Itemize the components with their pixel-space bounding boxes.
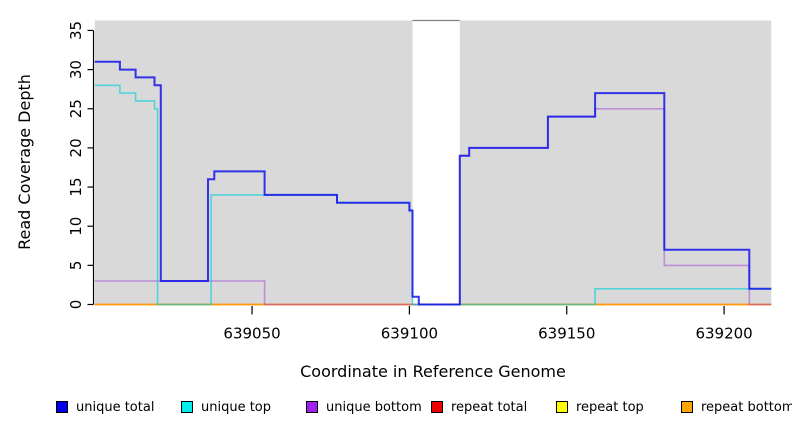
legend-item-unique-total: unique total <box>56 397 154 417</box>
plot-background-band-0 <box>94 20 413 305</box>
y-tick-label: 5 <box>67 261 85 271</box>
y-tick-label: 25 <box>67 99 85 118</box>
series-line-unique-total <box>94 60 772 306</box>
y-tick-label: 35 <box>67 21 85 40</box>
y-axis-title: Read Coverage Depth <box>15 74 34 250</box>
legend-swatch-repeat-top <box>556 401 568 413</box>
x-axis-title: Coordinate in Reference Genome <box>300 362 566 381</box>
legend-item-repeat-top: repeat top <box>556 397 644 417</box>
legend-swatch-unique-total <box>56 401 68 413</box>
y-tick-label: 0 <box>67 300 85 310</box>
series-layer <box>94 60 772 306</box>
coverage-chart: 0 5 10 15 20 25 30 35 639050 639100 639150 639200 C… <box>15 19 772 381</box>
legend-label: repeat bottom <box>701 399 792 415</box>
legend-label: unique total <box>76 399 155 415</box>
legend-label: unique bottom <box>326 399 422 415</box>
chart-legend: unique total unique top unique bottom repea… <box>0 397 792 421</box>
legend-item-repeat-total: repeat total <box>431 397 527 417</box>
y-tick-label: 20 <box>67 138 85 157</box>
legend-item-unique-top: unique top <box>181 397 271 417</box>
plot-background-layer <box>94 19 772 305</box>
legend-label: repeat top <box>576 399 644 415</box>
x-tick-label: 639150 <box>538 325 595 343</box>
plot-background-band-1 <box>459 20 772 305</box>
y-tick-label: 10 <box>67 217 85 236</box>
legend-swatch-unique-top <box>181 401 193 413</box>
legend-swatch-repeat-total <box>431 401 443 413</box>
legend-swatch-unique-bottom <box>306 401 318 413</box>
x-tick-label: 639200 <box>695 325 752 343</box>
legend-item-unique-bottom: unique bottom <box>306 397 422 417</box>
axes-layer: 0 5 10 15 20 25 30 35 639050 639100 639150 639200 <box>67 21 753 343</box>
y-tick-label: 30 <box>67 60 85 79</box>
y-tick-label: 15 <box>67 178 85 197</box>
x-tick-label: 639050 <box>223 325 280 343</box>
legend-label: unique top <box>201 399 272 415</box>
x-tick-label: 639100 <box>381 325 438 343</box>
legend-label: repeat total <box>451 399 528 415</box>
legend-swatch-repeat-bottom <box>681 401 693 413</box>
legend-item-repeat-bottom: repeat bottom <box>681 397 792 417</box>
